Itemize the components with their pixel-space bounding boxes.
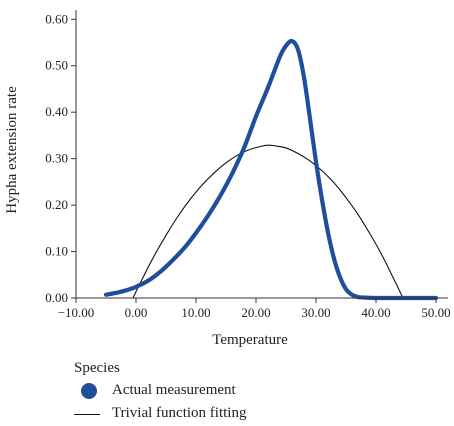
legend-marker-dot bbox=[81, 383, 97, 399]
x-tick-label: 10.00 bbox=[181, 305, 210, 320]
legend-item-trivial-function-fitting: Trivial function fitting bbox=[74, 403, 246, 426]
x-tick-label: 30.00 bbox=[301, 305, 330, 320]
y-tick-label: 0.40 bbox=[45, 104, 68, 119]
legend-label-actual-measurement: Actual measurement bbox=[112, 382, 236, 398]
x-tick-label: 50.00 bbox=[421, 305, 450, 320]
x-tick-label: 40.00 bbox=[361, 305, 390, 320]
y-tick-label: 0.50 bbox=[45, 58, 68, 73]
series-line-actual-measurement bbox=[103, 38, 439, 301]
y-tick-label: 0.30 bbox=[45, 151, 68, 166]
legend-title: Species bbox=[74, 360, 120, 376]
y-tick-label: 0.20 bbox=[45, 197, 68, 212]
plot-area bbox=[103, 38, 439, 301]
x-tick-label: −10.00 bbox=[58, 305, 95, 320]
x-axis-title: Temperature bbox=[212, 332, 288, 348]
y-tick-label: 0.00 bbox=[45, 290, 68, 305]
axes: −10.00 0.00 10.00 20.00 30.00 40.00 50.000.000… bbox=[45, 10, 451, 320]
x-tick-label: 0.00 bbox=[125, 305, 148, 320]
legend-marker-line bbox=[74, 414, 100, 415]
y-axis-title: Hypha extension rate bbox=[4, 86, 20, 214]
legend-item-actual-measurement: Actual measurement bbox=[74, 380, 236, 403]
legend: Species Actual measurement Trivial funct… bbox=[74, 358, 246, 426]
y-tick-label: 0.60 bbox=[45, 11, 68, 26]
y-tick-label: 0.10 bbox=[45, 244, 68, 259]
x-tick-label: 20.00 bbox=[241, 305, 270, 320]
legend-label-trivial-function-fitting: Trivial function fitting bbox=[112, 405, 247, 421]
series-line-trivial-function-fitting bbox=[132, 144, 404, 299]
